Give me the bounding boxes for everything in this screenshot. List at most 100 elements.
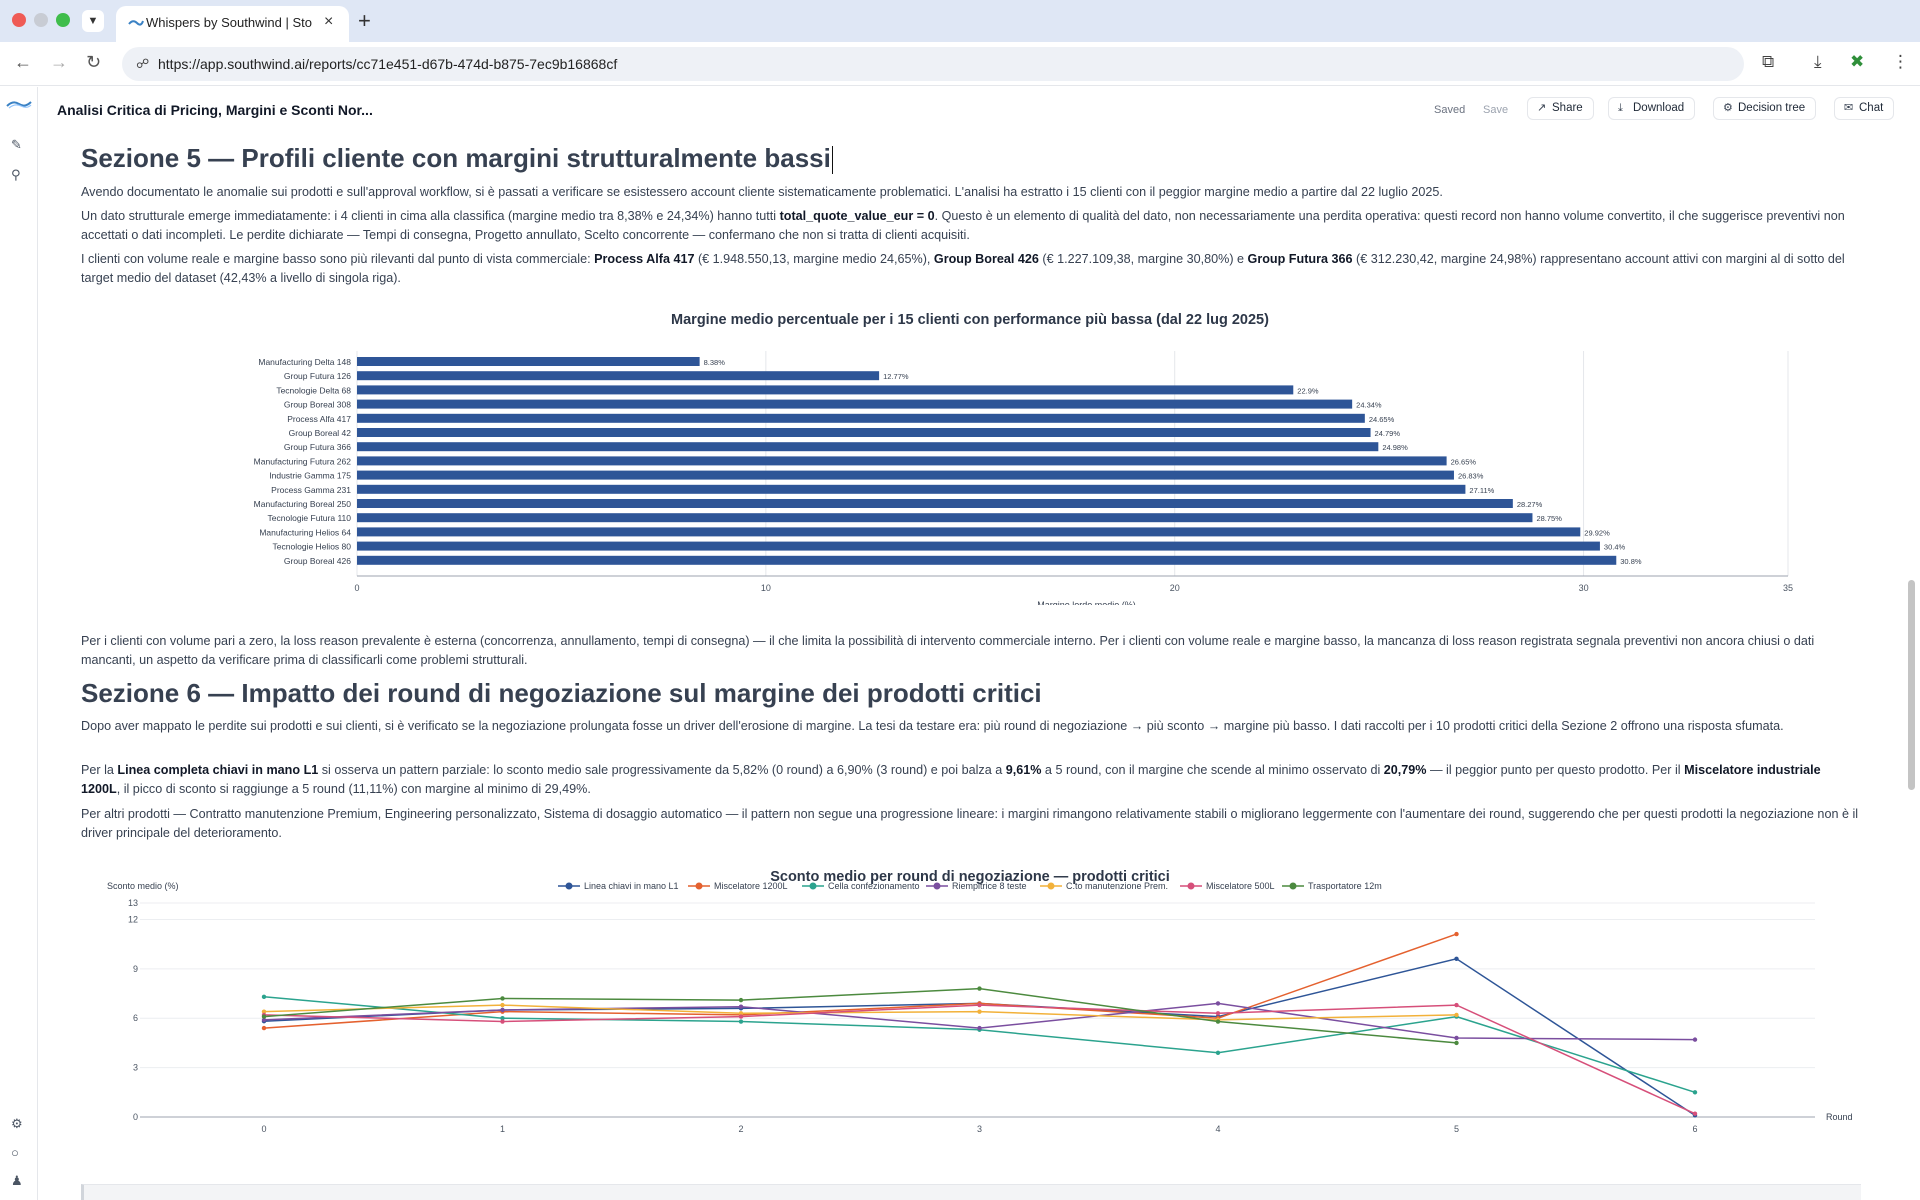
bar-data-label: 26.65% — [1451, 457, 1477, 466]
legend-swatch-marker — [809, 882, 817, 890]
data-point — [500, 1016, 505, 1021]
reload-icon[interactable]: ↻ — [86, 52, 102, 72]
browser-menu-icon[interactable]: ⋮ — [1892, 52, 1909, 71]
data-point — [1215, 1001, 1221, 1006]
series-line — [263, 1004, 1696, 1115]
user-profile-icon[interactable]: ♟ — [11, 1173, 23, 1188]
section-5-heading-text: Sezione 5 — Profili cliente con margini … — [81, 143, 831, 173]
new-report-icon[interactable]: ✎ — [11, 137, 22, 152]
data-point — [1454, 1040, 1459, 1046]
close-window-button[interactable] — [12, 13, 26, 27]
legend-entry: Trasportatore 12m — [1308, 881, 1382, 891]
back-arrow-icon[interactable]: ← — [14, 52, 32, 72]
series-line — [263, 933, 1457, 1029]
close-tab-icon[interactable]: × — [324, 13, 334, 30]
data-point — [500, 1002, 505, 1008]
help-chat-icon[interactable]: ○ — [11, 1145, 19, 1160]
y-category-label: Tecnologie Delta 68 — [276, 385, 351, 395]
extension-pin-icon[interactable]: ✖ — [1850, 52, 1865, 71]
address-bar[interactable]: ☍ https://app.southwind.ai/reports/cc71e… — [122, 47, 1744, 81]
y-category-label: Manufacturing Boreal 250 — [254, 499, 352, 509]
southwind-logo-icon[interactable] — [6, 99, 32, 109]
y-category-label: Tecnologie Helios 80 — [273, 542, 352, 552]
text-run: (€ 312.230,42, margine 24,98%) rappresen… — [81, 252, 1845, 285]
y-tick-label: 13 — [128, 898, 138, 908]
text-run: si osserva un pattern parziale: lo scont… — [318, 763, 1006, 777]
share-button[interactable]: ↗ Share — [1527, 97, 1594, 120]
new-tab-button[interactable]: + — [358, 8, 371, 33]
x-tick-label: 35 — [1783, 583, 1793, 593]
client-name: Group Futura 366 — [1247, 252, 1353, 266]
y-category-label: Group Boreal 42 — [289, 428, 352, 438]
highlight-value: 9,61% — [1005, 763, 1042, 777]
data-point — [500, 1007, 505, 1013]
page-scrollbar[interactable] — [1908, 580, 1915, 790]
data-point — [977, 986, 982, 991]
bar — [357, 513, 1533, 523]
y-category-label: Group Futura 366 — [284, 442, 351, 452]
data-point — [1215, 1050, 1221, 1055]
bar — [357, 484, 1466, 494]
text-run: (€ 1.948.550,13, margine medio 24,65%), — [694, 252, 934, 266]
bar — [357, 470, 1454, 480]
data-point — [500, 996, 505, 1001]
data-point — [261, 994, 267, 1000]
x-axis-label: Margine lordo medio (%) — [1037, 600, 1136, 605]
decision-tree-icon: ⚙ — [1723, 102, 1733, 114]
search-icon[interactable]: ⚲ — [11, 167, 21, 182]
data-point — [977, 1002, 982, 1008]
chat-button[interactable]: ✉ Chat — [1834, 97, 1895, 120]
download-button[interactable]: ⤓ Download — [1608, 97, 1696, 120]
y-category-label: Tecnologie Futura 110 — [268, 513, 352, 523]
site-info-icon[interactable]: ☍ — [136, 56, 150, 71]
bar-data-label: 12.77% — [883, 372, 909, 381]
y-category-label: Manufacturing Helios 64 — [259, 527, 351, 537]
url-text[interactable]: https://app.southwind.ai/reports/cc71e45… — [158, 56, 618, 72]
chart-title: Sconto medio per round di negoziazione —… — [770, 869, 1170, 885]
southwind-favicon-icon — [128, 20, 144, 26]
data-point — [1692, 1090, 1698, 1095]
x-tick-label: 0 — [261, 1124, 266, 1134]
text-run: , il picco di sconto si raggiunge a 5 ro… — [116, 782, 591, 796]
data-point — [261, 1025, 267, 1031]
data-point — [1454, 1002, 1459, 1008]
data-point — [1454, 1035, 1459, 1041]
field-name: total_quote_value_eur = 0 — [779, 209, 935, 223]
tab-search-button[interactable]: ▼ — [82, 10, 104, 32]
series-line — [263, 987, 1457, 1044]
data-point — [738, 1019, 744, 1024]
save-button[interactable]: Save — [1483, 104, 1509, 116]
maximize-window-button[interactable] — [56, 13, 70, 27]
text-run: (€ 1.227.109,38, margine 30,80%) e — [1038, 252, 1248, 266]
browser-toolbar: ← → ↻ ☍ https://app.southwind.ai/reports… — [0, 42, 1920, 86]
y-tick-label: 6 — [133, 1013, 138, 1023]
y-category-label: Group Boreal 308 — [284, 400, 351, 410]
report-title[interactable]: Analisi Critica di Pricing, Margini e Sc… — [57, 102, 373, 118]
forward-arrow-icon[interactable]: → — [50, 52, 68, 72]
bar-data-label: 24.65% — [1369, 415, 1395, 424]
bar — [357, 555, 1617, 565]
data-point — [261, 1009, 267, 1014]
settings-icon[interactable]: ⚙ — [11, 1116, 23, 1131]
bar — [357, 413, 1365, 423]
browser-tab[interactable]: Whispers by Southwind | Sto × — [116, 6, 349, 42]
data-point — [738, 1014, 744, 1019]
series-line — [263, 957, 1696, 1117]
extensions-icon[interactable]: ⧉ — [1762, 52, 1775, 71]
bar — [357, 527, 1581, 537]
section-6-heading: Sezione 6 — Impatto dei round di negozia… — [81, 678, 1042, 708]
text-run: Per la — [81, 763, 118, 777]
product-name: Miscelatore industriale 1200L — [81, 763, 1821, 796]
section-5-paragraph-3: I clienti con volume reale e margine bas… — [81, 250, 1861, 288]
download-label: Download — [1633, 102, 1685, 114]
minimize-window-button[interactable] — [34, 13, 48, 27]
bar-data-label: 28.75% — [1536, 514, 1562, 523]
x-tick-label: 0 — [354, 583, 359, 593]
y-axis-label: Sconto medio (%) — [107, 881, 179, 891]
downloads-icon[interactable]: ⤓ — [1814, 52, 1822, 71]
chat-icon: ✉ — [1844, 102, 1854, 114]
decision-tree-button[interactable]: ⚙ Decision tree — [1713, 97, 1817, 120]
bar-data-label: 30.8% — [1620, 557, 1642, 566]
data-point — [261, 1017, 267, 1023]
text-cursor — [831, 146, 833, 175]
